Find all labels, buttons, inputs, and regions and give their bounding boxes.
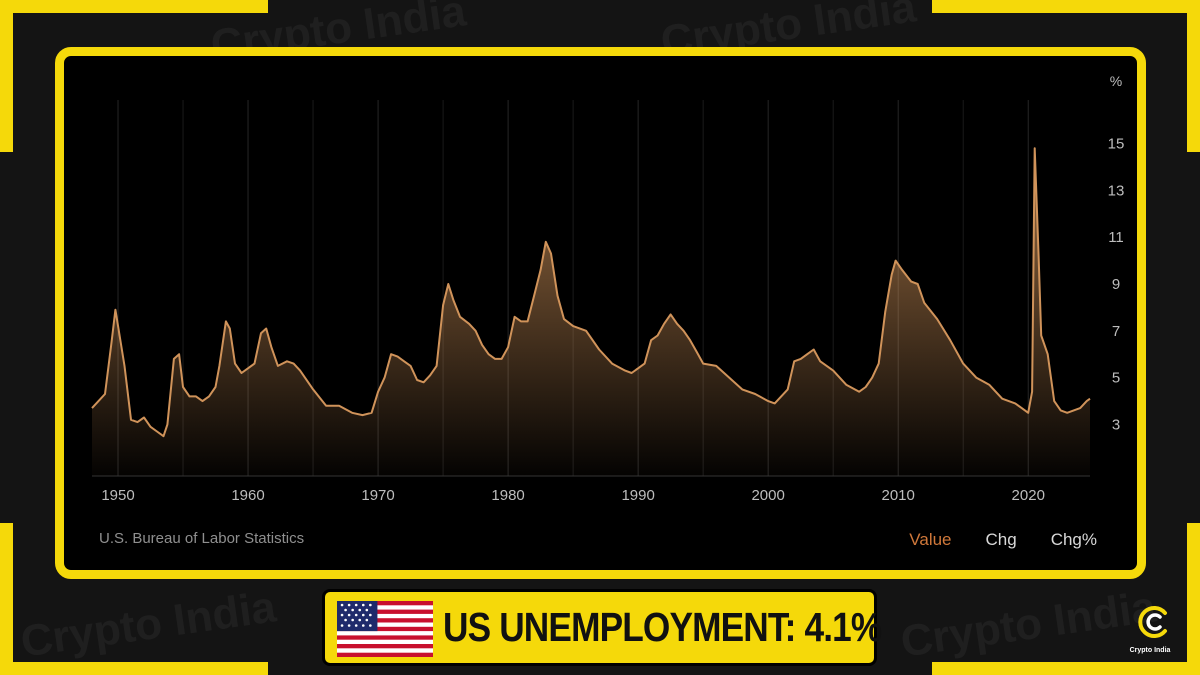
brand-logo: Crypto India	[1130, 604, 1176, 654]
crypto-india-logo-icon	[1138, 606, 1167, 638]
corner-bracket	[1187, 523, 1200, 675]
x-tick-label: 2000	[751, 487, 784, 504]
series-area	[92, 148, 1090, 476]
corner-bracket	[0, 523, 13, 675]
y-tick-label: 13	[1108, 182, 1125, 199]
x-tick-label: 1990	[621, 487, 654, 504]
x-tick-label: 2010	[882, 487, 915, 504]
y-tick-label: 11	[1108, 229, 1124, 246]
y-tick-label: 15	[1108, 135, 1125, 152]
brand-name: Crypto India	[1129, 647, 1171, 654]
us-flag-icon	[337, 601, 433, 657]
tab-chg-percent[interactable]: Chg%	[1050, 530, 1097, 549]
y-tick-label: 5	[1112, 370, 1120, 387]
headline-text: US UNEMPLOYMENT: 4.1%	[443, 604, 882, 650]
tab-value[interactable]: Value	[909, 530, 952, 549]
series-line	[91, 147, 1091, 438]
x-tick-label: 1980	[491, 487, 524, 504]
y-tick-label: 3	[1112, 416, 1120, 433]
corner-bracket	[932, 0, 1200, 13]
x-tick-label: 1970	[361, 487, 394, 504]
corner-bracket	[0, 0, 13, 152]
headline-banner: US UNEMPLOYMENT: 4.1%	[322, 589, 882, 666]
x-tick-label: 2020	[1012, 487, 1045, 504]
corner-bracket	[0, 662, 268, 675]
x-tick-label: 1960	[231, 487, 264, 504]
corner-bracket	[1187, 0, 1200, 152]
y-tick-label: 9	[1112, 276, 1120, 293]
corner-bracket	[0, 0, 268, 13]
tab-chg[interactable]: Chg	[985, 530, 1017, 549]
x-tick-label: 1950	[101, 487, 134, 504]
chart-panel: 1950 1960 1970 1980 1990 2000 2010 2020 3 5 7 9 11 13…	[55, 47, 1146, 579]
chart-tabs: Value Chg Chg%	[909, 530, 1097, 550]
chart-source: U.S. Bureau of Labor Statistics	[99, 530, 305, 547]
watermark: Crypto India	[897, 582, 1159, 667]
y-axis-unit: %	[1110, 73, 1122, 89]
unemployment-chart: 1950 1960 1970 1980 1990 2000 2010 2020 3 5 7 9 11 13…	[91, 73, 1125, 504]
y-tick-label: 7	[1112, 323, 1120, 340]
corner-bracket	[932, 662, 1200, 675]
watermark: Crypto India	[17, 582, 279, 667]
